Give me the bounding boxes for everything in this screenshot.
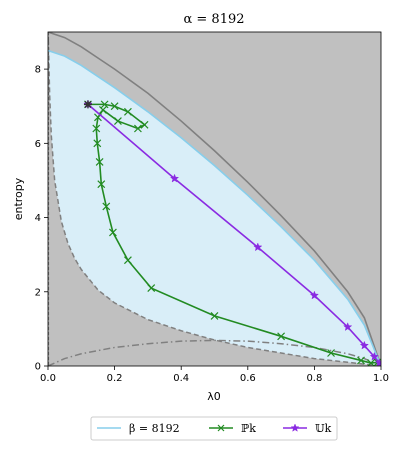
series-pk-marker — [93, 139, 102, 148]
x-axis-label: λ0 — [207, 390, 221, 403]
series-uk-marker — [309, 290, 320, 300]
series-pk-marker — [100, 100, 109, 109]
series-uk-marker — [169, 173, 180, 183]
y-tick-label: 8 — [35, 65, 41, 76]
series-uk-marker — [374, 358, 381, 366]
x-tick-label: 0.4 — [173, 373, 189, 384]
series-pk-marker — [123, 256, 132, 265]
y-tick-label: 6 — [35, 139, 41, 150]
series-pk-marker — [123, 107, 132, 116]
series-pk-marker — [102, 202, 111, 211]
series-pk-marker — [97, 180, 106, 189]
y-tick-label: 0 — [35, 362, 41, 373]
series-pk-marker — [92, 124, 101, 133]
x-tick-label: 0.0 — [40, 373, 56, 384]
legend-label-beta: β = 8192 — [129, 422, 180, 435]
x-tick-label: 0.6 — [240, 373, 256, 384]
legend-marker-uk — [290, 423, 300, 432]
series-pk-marker — [110, 102, 119, 111]
dashed-lower-curve — [48, 39, 381, 366]
series-uk-marker — [359, 340, 369, 350]
plot-area: 0.0 0.2 0.4 0.6 0.8 1.0 0 2 4 6 8 — [35, 31, 389, 384]
dashdot-lower-curve — [48, 339, 381, 366]
feasible-region — [48, 39, 381, 366]
series-pk-marker — [133, 124, 142, 133]
y-tick-label: 2 — [35, 287, 41, 298]
series-uk-marker — [369, 351, 379, 361]
x-tick-label: 1.0 — [373, 373, 389, 384]
legend: β = 8192 ℙk 𝕌k — [90, 416, 338, 441]
y-tick-label: 4 — [35, 213, 41, 224]
legend-marker-pk — [217, 424, 225, 432]
series-pk-marker — [147, 284, 156, 292]
series-pk-marker — [327, 349, 335, 357]
plot-frame — [47, 31, 382, 367]
series-uk-marker — [343, 322, 353, 331]
series-pk-marker — [277, 332, 286, 341]
chart-title: α = 8192 — [183, 12, 244, 27]
legend-label-uk: 𝕌k — [315, 422, 332, 435]
start-point-marker — [83, 100, 92, 109]
upper-bound-curve — [48, 32, 381, 366]
series-pk-marker — [95, 157, 104, 166]
series-pk-marker — [140, 120, 149, 129]
series-uk-marker — [253, 242, 263, 252]
series-pk-marker — [367, 359, 375, 366]
series-pk-marker — [114, 117, 122, 125]
y-axis-label: entropy — [12, 177, 25, 220]
series-pk-marker — [99, 106, 107, 114]
series-pk-marker — [210, 311, 219, 320]
series-beta-line — [48, 49, 381, 366]
series-uk-line — [87, 103, 380, 364]
series-pk-marker — [357, 356, 365, 365]
legend-label-pk: ℙk — [241, 422, 256, 435]
plot-inner — [48, 32, 381, 366]
x-tick-label: 0.2 — [107, 373, 123, 384]
x-tick-label: 0.8 — [306, 373, 322, 384]
series-pk-marker — [109, 228, 117, 237]
